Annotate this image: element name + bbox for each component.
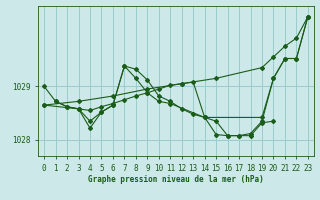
X-axis label: Graphe pression niveau de la mer (hPa): Graphe pression niveau de la mer (hPa) xyxy=(88,175,264,184)
